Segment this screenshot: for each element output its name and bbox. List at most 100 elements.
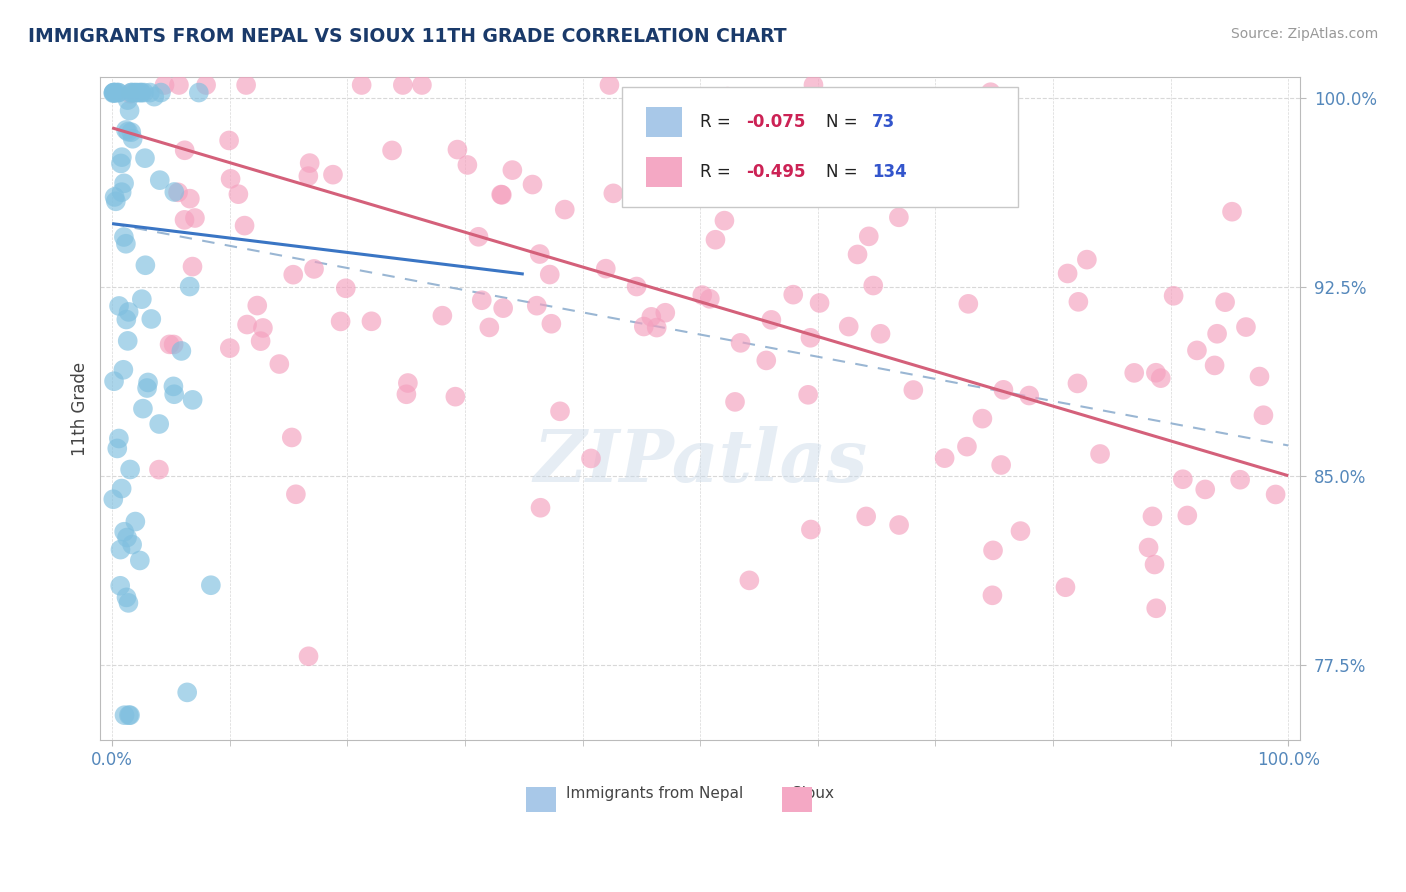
Point	[467, 229, 489, 244]
Point	[200, 578, 222, 592]
Point	[162, 337, 184, 351]
Text: -0.495: -0.495	[745, 163, 806, 181]
Point	[1054, 580, 1077, 594]
Point	[103, 86, 125, 100]
Point	[1171, 472, 1194, 486]
Point	[107, 86, 129, 100]
Point	[236, 318, 259, 332]
Point	[1234, 320, 1257, 334]
Point	[887, 211, 910, 225]
Point	[1249, 369, 1271, 384]
Point	[297, 169, 319, 183]
Point	[124, 515, 146, 529]
Point	[1137, 541, 1160, 555]
Point	[118, 103, 141, 118]
Point	[522, 178, 544, 192]
Point	[125, 86, 148, 100]
Point	[690, 288, 713, 302]
Point	[132, 86, 155, 100]
Point	[1076, 252, 1098, 267]
Point	[118, 708, 141, 723]
Text: -0.075: -0.075	[745, 113, 806, 131]
Point	[962, 190, 984, 204]
Point	[118, 708, 141, 723]
Point	[869, 326, 891, 341]
Text: N =: N =	[827, 163, 863, 181]
Point	[143, 89, 166, 103]
FancyBboxPatch shape	[647, 107, 682, 137]
Point	[235, 78, 257, 92]
Point	[104, 194, 127, 209]
Point	[283, 268, 305, 282]
Point	[170, 343, 193, 358]
Point	[141, 312, 163, 326]
Point	[471, 293, 494, 308]
Point	[281, 430, 304, 444]
Point	[195, 78, 218, 92]
Point	[1018, 388, 1040, 402]
Point	[981, 588, 1004, 602]
Point	[803, 78, 825, 92]
Point	[360, 314, 382, 328]
Point	[797, 388, 820, 402]
Point	[302, 261, 325, 276]
Point	[108, 299, 131, 313]
Point	[782, 287, 804, 301]
Point	[529, 500, 551, 515]
Text: N =: N =	[827, 113, 863, 131]
Point	[114, 708, 136, 723]
Point	[808, 296, 831, 310]
Point	[846, 247, 869, 261]
Point	[1213, 295, 1236, 310]
FancyBboxPatch shape	[526, 787, 557, 812]
Point	[903, 383, 925, 397]
Point	[396, 376, 419, 390]
Point	[284, 487, 307, 501]
Point	[858, 229, 880, 244]
Point	[128, 553, 150, 567]
Point	[153, 78, 176, 92]
Point	[1204, 359, 1226, 373]
Point	[179, 192, 201, 206]
Point	[163, 387, 186, 401]
Text: Source: ZipAtlas.com: Source: ZipAtlas.com	[1230, 27, 1378, 41]
Point	[350, 78, 373, 92]
Point	[108, 579, 131, 593]
Point	[115, 312, 138, 326]
Point	[1264, 487, 1286, 501]
Point	[602, 186, 624, 201]
Point	[322, 168, 344, 182]
Point	[181, 392, 204, 407]
Point	[103, 86, 125, 100]
Point	[548, 404, 571, 418]
Point	[233, 219, 256, 233]
Point	[456, 158, 478, 172]
Point	[492, 301, 515, 315]
Point	[633, 319, 655, 334]
Point	[526, 299, 548, 313]
Point	[838, 149, 860, 163]
Text: 73: 73	[872, 113, 896, 131]
Point	[1150, 371, 1173, 385]
Point	[1066, 376, 1088, 391]
Point	[395, 387, 418, 401]
Point	[117, 93, 139, 107]
Point	[184, 211, 207, 225]
Point	[120, 462, 142, 476]
Point	[108, 432, 131, 446]
Point	[122, 86, 145, 100]
Point	[115, 123, 138, 137]
Point	[176, 685, 198, 699]
Point	[838, 319, 860, 334]
Text: 134: 134	[872, 163, 907, 181]
Point	[181, 260, 204, 274]
Point	[645, 320, 668, 334]
Point	[131, 292, 153, 306]
Point	[167, 78, 190, 92]
Point	[104, 86, 127, 100]
FancyBboxPatch shape	[647, 157, 682, 187]
Point	[529, 247, 551, 261]
Point	[654, 306, 676, 320]
Point	[1067, 294, 1090, 309]
Point	[980, 85, 1002, 99]
